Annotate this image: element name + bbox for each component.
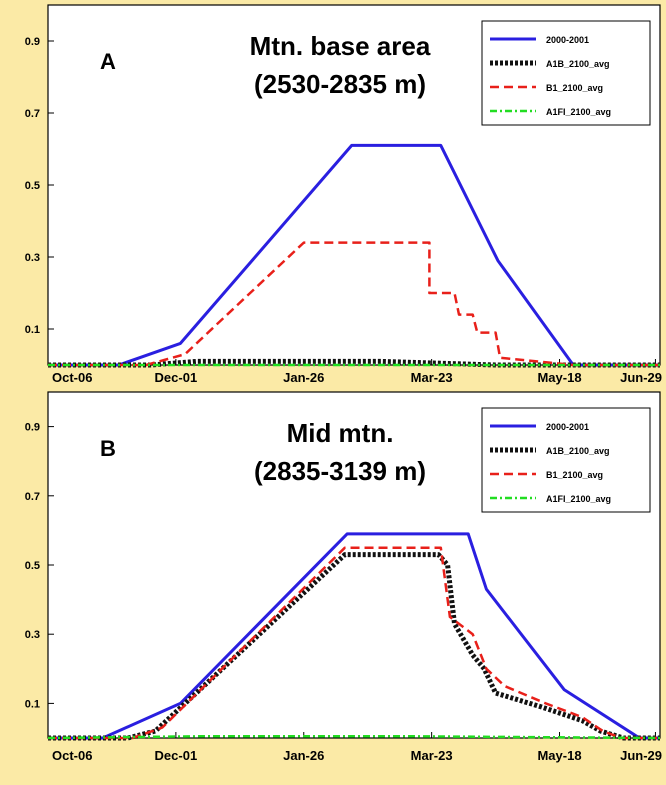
x-tick-label: Mar-23 [411,748,453,763]
x-tick-label: Dec-01 [155,748,198,763]
legend-label: 2000-2001 [546,422,589,432]
y-tick-label: 0.1 [25,698,40,710]
y-tick-label: 0.1 [25,324,40,336]
y-tick-label: 0.9 [25,36,40,48]
legend-label: B1_2100_avg [546,470,603,480]
x-tick-label: May-18 [537,370,581,385]
y-tick-label: 0.3 [25,252,40,264]
y-tick-label: 0.9 [25,422,40,434]
y-tick-label: 0.7 [25,491,40,503]
y-tick-label: 0.5 [25,180,40,192]
x-tick-label: Mar-23 [411,370,453,385]
legend-label: A1B_2100_avg [546,446,610,456]
chart-title: Mtn. base area [250,31,431,61]
x-tick-label: May-18 [537,748,581,763]
legend-label: A1B_2100_avg [546,59,610,69]
x-tick-label: Jan-26 [283,370,324,385]
series-line-a1fi-2100-avg [47,735,661,740]
legend-label: A1FI_2100_avg [546,107,611,117]
panel-letter: A [100,49,116,74]
legend-label: 2000-2001 [546,35,589,45]
y-tick-label: 0.3 [25,629,40,641]
legend-label: A1FI_2100_avg [546,494,611,504]
series-line-2000-2001 [48,143,660,367]
chart-subtitle: (2530-2835 m) [254,69,426,99]
series-line-2000-2001 [48,532,660,740]
x-tick-label: Jun-29 [620,370,662,385]
x-tick-label: Dec-01 [155,370,198,385]
y-tick-label: 0.5 [25,560,40,572]
chart-title: Mid mtn. [287,418,394,448]
series-line-b1-2100-avg [48,546,660,740]
x-tick-label: Oct-06 [52,370,92,385]
x-tick-label: Jun-29 [620,748,662,763]
series-line-b1-2100-avg [48,241,660,367]
legend-label: B1_2100_avg [546,83,603,93]
x-tick-label: Jan-26 [283,748,324,763]
chart-subtitle: (2835-3139 m) [254,456,426,486]
y-tick-label: 0.7 [25,108,40,120]
x-tick-label: Oct-06 [52,748,92,763]
panel-letter: B [100,436,116,461]
